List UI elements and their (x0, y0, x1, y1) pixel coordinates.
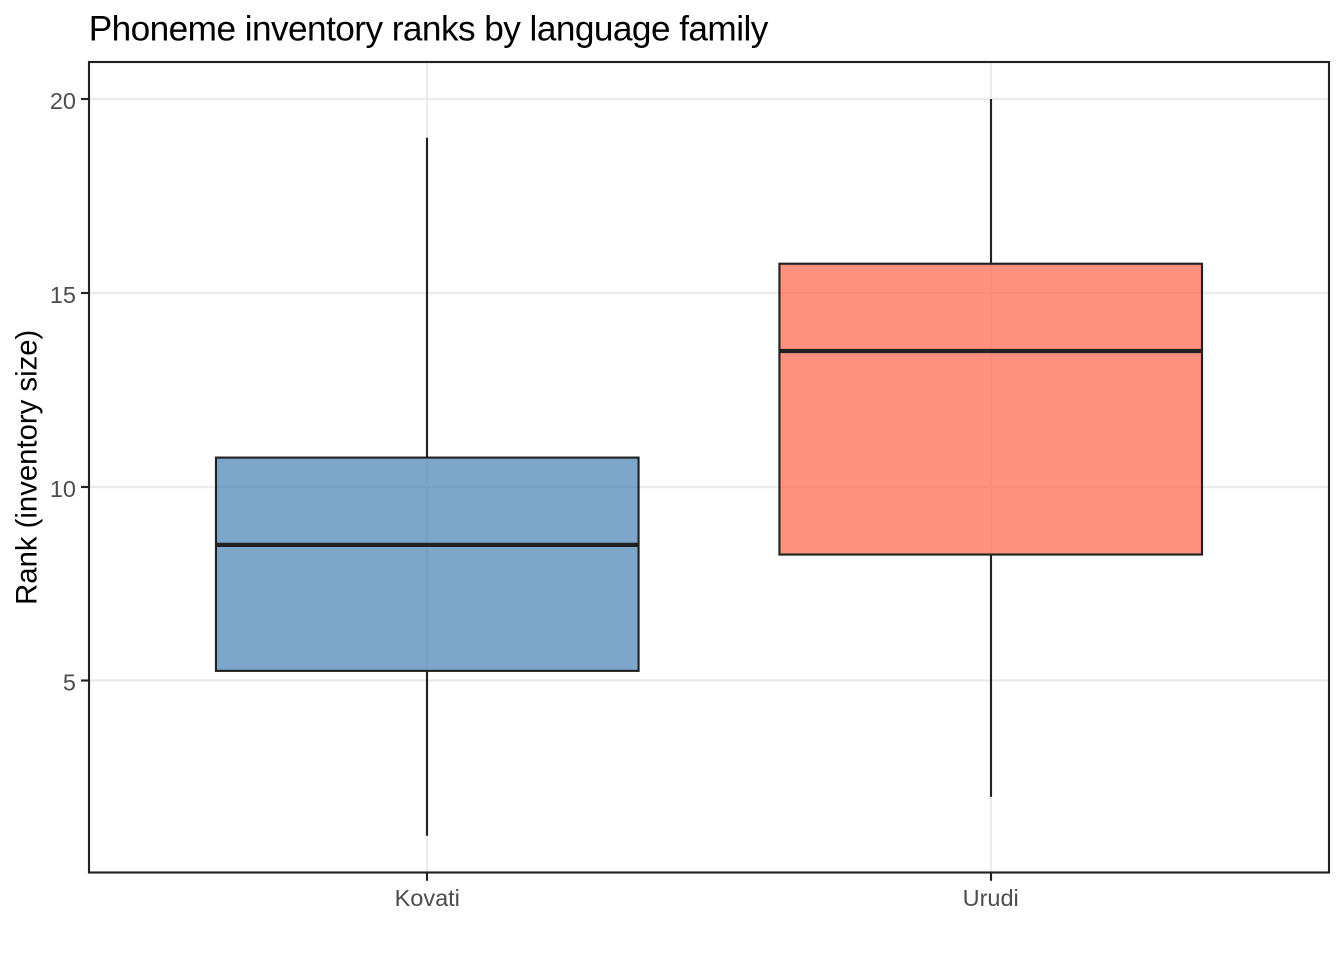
svg-text:Kovati: Kovati (395, 885, 460, 911)
svg-text:Phoneme inventory ranks by lan: Phoneme inventory ranks by language fami… (89, 10, 769, 49)
svg-text:Rank (inventory size): Rank (inventory size) (11, 330, 44, 605)
svg-text:10: 10 (50, 476, 76, 502)
svg-text:15: 15 (50, 282, 76, 308)
svg-text:Urudi: Urudi (963, 885, 1019, 911)
svg-text:20: 20 (50, 88, 76, 114)
svg-text:5: 5 (63, 670, 76, 696)
